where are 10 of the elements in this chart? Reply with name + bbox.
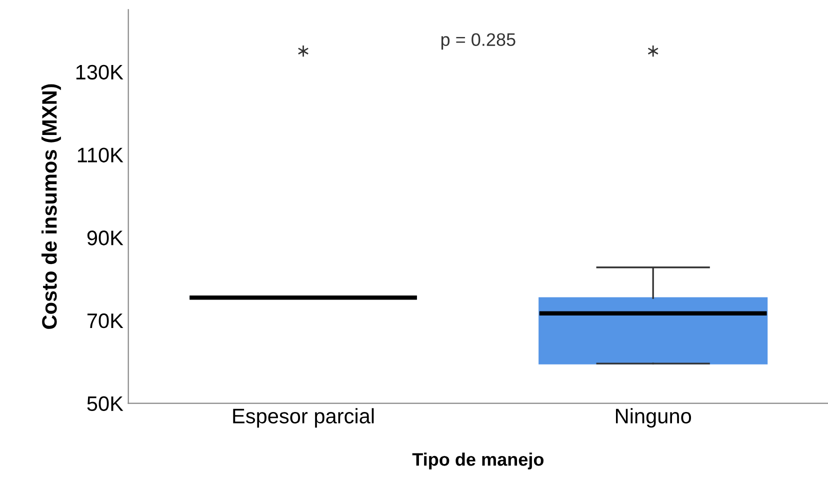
y-tick-label: 90K [87, 230, 124, 246]
y-axis-title: Costo de insumos (MXN) [42, 84, 61, 329]
y-tick-label: 70K [87, 313, 124, 328]
annotation: p = 0.285 [441, 33, 516, 50]
y-tick-label: 50K [87, 396, 124, 412]
y-tick-label: 110K [78, 148, 124, 162]
x-tick-label: Espesor parcial [233, 408, 374, 428]
x-tick-label: Ninguno [616, 408, 692, 428]
x-axis-title: Tipo de manejo [412, 452, 544, 470]
y-tick-label: 130K [76, 64, 124, 80]
